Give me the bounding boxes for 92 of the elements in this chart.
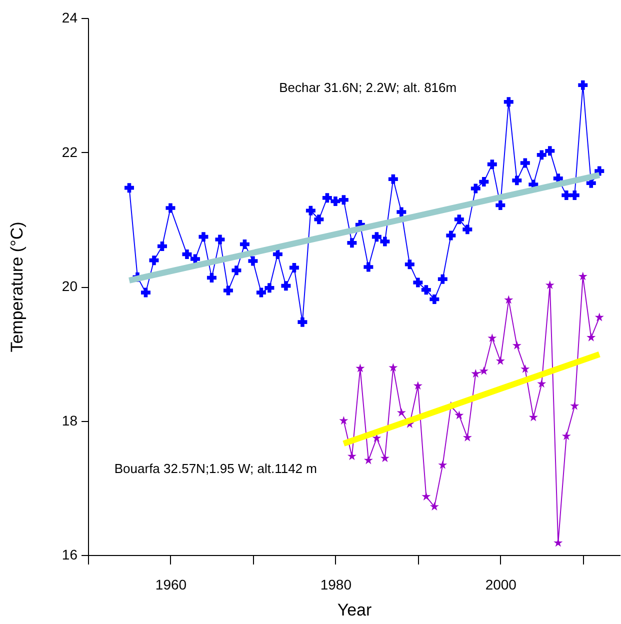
point — [504, 97, 514, 107]
point — [421, 285, 431, 295]
point — [430, 502, 439, 511]
point — [496, 356, 505, 365]
y-tick-label: 16 — [62, 546, 78, 562]
point — [356, 364, 365, 372]
point — [487, 160, 497, 170]
point — [240, 239, 250, 249]
point — [388, 362, 398, 372]
point — [396, 408, 406, 417]
point — [338, 195, 348, 205]
point — [413, 278, 423, 288]
point — [364, 262, 374, 272]
point — [504, 295, 514, 304]
point — [422, 492, 431, 500]
point — [198, 232, 208, 242]
point — [124, 183, 134, 193]
point — [479, 366, 488, 375]
point — [140, 288, 150, 298]
annotation: Bouarfa 32.57N;1.95 W; alt.1142 m — [114, 461, 317, 476]
point — [488, 333, 497, 342]
point — [182, 250, 192, 260]
point — [594, 312, 604, 322]
point — [528, 412, 538, 422]
point — [223, 286, 233, 296]
point — [462, 224, 472, 234]
x-tick-label: 1980 — [320, 576, 352, 592]
point — [404, 260, 414, 270]
point — [438, 460, 448, 469]
point — [570, 190, 580, 200]
x-axis-title: Year — [337, 600, 372, 620]
y-tick-label: 24 — [62, 10, 78, 26]
point — [438, 274, 448, 284]
point — [396, 207, 406, 217]
point — [562, 190, 572, 200]
point — [413, 381, 422, 390]
point — [570, 401, 580, 410]
point — [380, 454, 390, 462]
point — [479, 177, 489, 187]
point — [330, 196, 340, 206]
point — [545, 146, 555, 156]
point — [446, 230, 456, 240]
point — [372, 232, 382, 242]
point — [470, 184, 480, 194]
point — [322, 193, 332, 203]
point — [306, 206, 316, 216]
point — [166, 203, 176, 213]
point — [578, 272, 588, 280]
point — [264, 283, 274, 293]
point — [430, 294, 440, 304]
point — [347, 238, 357, 248]
point — [281, 281, 291, 291]
y-tick-label: 22 — [62, 144, 78, 160]
point — [578, 80, 588, 90]
point — [364, 456, 373, 464]
point — [454, 410, 464, 420]
point — [512, 176, 522, 186]
point — [272, 250, 282, 260]
point — [562, 431, 571, 440]
point — [314, 214, 324, 224]
point — [347, 452, 356, 460]
point — [298, 317, 308, 327]
point — [545, 280, 554, 289]
point — [520, 158, 530, 168]
point — [512, 340, 522, 350]
point — [215, 234, 225, 244]
point — [289, 262, 299, 272]
point — [462, 432, 472, 442]
point — [248, 256, 258, 266]
point — [206, 273, 216, 283]
y-tick-label: 18 — [62, 412, 78, 428]
point — [496, 200, 506, 210]
y-tick-label: 20 — [62, 278, 78, 294]
point — [339, 416, 348, 425]
point — [232, 266, 242, 276]
point — [454, 214, 464, 224]
y-axis-title: Temperature (°C) — [8, 222, 26, 352]
point — [388, 174, 398, 184]
point — [537, 379, 546, 388]
annotation: Bechar 31.6N; 2.2W; alt. 816m — [279, 80, 457, 95]
point — [586, 178, 596, 188]
point — [380, 236, 390, 246]
point — [149, 256, 159, 266]
point — [190, 254, 200, 264]
point — [471, 369, 480, 378]
point — [586, 332, 596, 342]
point — [157, 241, 167, 251]
point — [256, 288, 266, 298]
x-tick-label: 2000 — [485, 576, 517, 592]
x-tick-label: 1960 — [155, 576, 187, 592]
point — [520, 364, 530, 373]
point — [536, 150, 546, 160]
